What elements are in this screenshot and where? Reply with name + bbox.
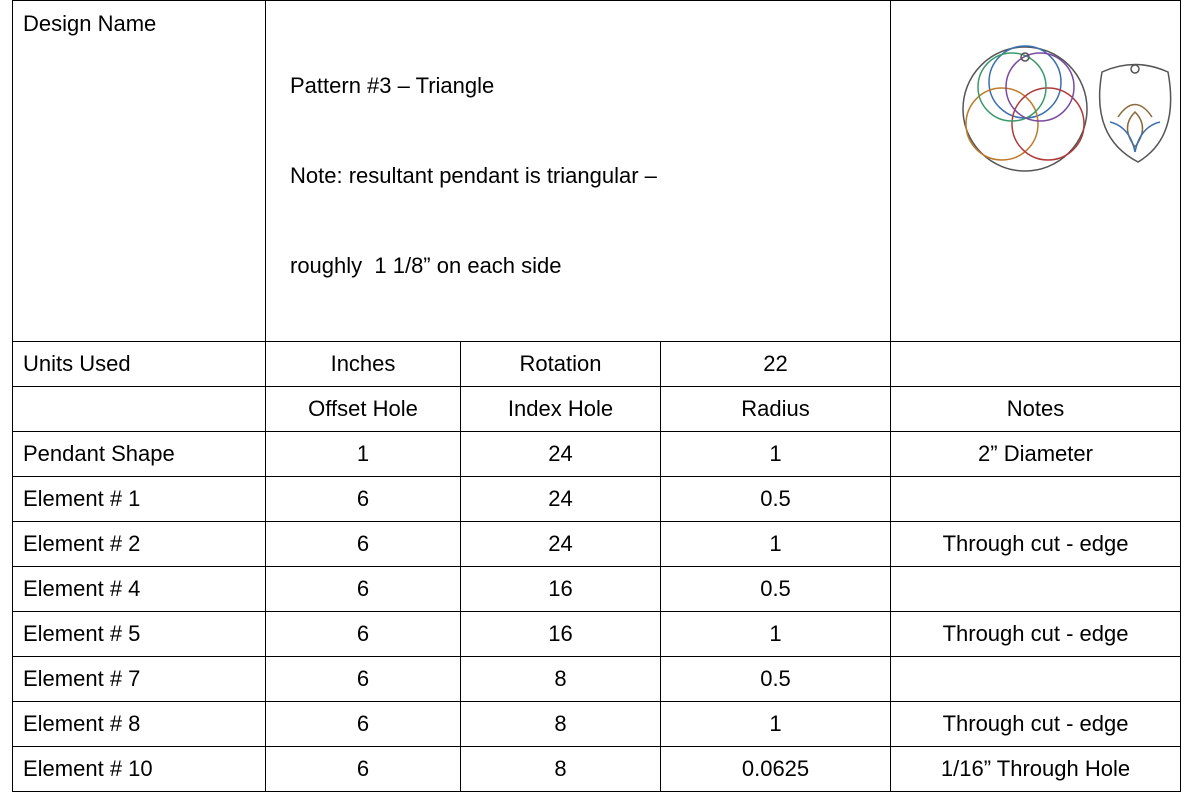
cell: Through cut - edge (891, 702, 1181, 747)
cell: 24 (461, 522, 661, 567)
cell (13, 387, 266, 432)
design-table: Design Name Pattern #3 – Triangle Note: … (12, 0, 1181, 792)
cell: 0.5 (661, 477, 891, 522)
cell: 1 (661, 432, 891, 477)
column-header: Notes (891, 387, 1181, 432)
cell: 1/16” Through Hole (891, 747, 1181, 792)
units-row: Units Used Inches Rotation 22 (13, 342, 1181, 387)
design-note: Note: resultant pendant is triangular – (290, 161, 890, 191)
cell (891, 567, 1181, 612)
design-title: Pattern #3 – Triangle (290, 71, 890, 101)
cell: 16 (461, 612, 661, 657)
cell: 1 (661, 522, 891, 567)
cell: Element # 2 (13, 522, 266, 567)
cell: 0.5 (661, 567, 891, 612)
cell (891, 342, 1181, 387)
cell: 2” Diameter (891, 432, 1181, 477)
cell (891, 477, 1181, 522)
cell: Element # 8 (13, 702, 266, 747)
design-row: Design Name Pattern #3 – Triangle Note: … (13, 1, 1181, 342)
column-header: Offset Hole (266, 387, 461, 432)
cell: Pendant Shape (13, 432, 266, 477)
cell: 0.5 (661, 657, 891, 702)
page: Design Name Pattern #3 – Triangle Note: … (0, 0, 1190, 607)
cell: 1 (661, 702, 891, 747)
cell: 8 (461, 747, 661, 792)
cell: 6 (266, 747, 461, 792)
cell: 6 (266, 612, 461, 657)
cell (891, 1, 1181, 342)
pendant-illustration (940, 27, 1181, 177)
cell: Through cut - edge (891, 612, 1181, 657)
cell: 16 (461, 567, 661, 612)
column-header-row: Offset Hole Index Hole Radius Notes (13, 387, 1181, 432)
cell: 6 (266, 522, 461, 567)
cell: 22 (661, 342, 891, 387)
cell: Through cut - edge (891, 522, 1181, 567)
cell: Pattern #3 – Triangle Note: resultant pe… (266, 1, 891, 342)
cell: 8 (461, 702, 661, 747)
design-note: roughly 1 1/8” on each side (290, 251, 890, 281)
cell: 24 (461, 432, 661, 477)
cell: 6 (266, 477, 461, 522)
cell: 8 (461, 657, 661, 702)
cell: Units Used (13, 342, 266, 387)
column-header: Index Hole (461, 387, 661, 432)
cell: 24 (461, 477, 661, 522)
column-header: Radius (661, 387, 891, 432)
cell: 0.0625 (661, 747, 891, 792)
cell: Element # 7 (13, 657, 266, 702)
cell: Element # 1 (13, 477, 266, 522)
cell: Element # 4 (13, 567, 266, 612)
cell: 6 (266, 702, 461, 747)
cell: Rotation (461, 342, 661, 387)
table-body: Design Name Pattern #3 – Triangle Note: … (13, 1, 1181, 792)
cell: Element # 10 (13, 747, 266, 792)
cell: 6 (266, 657, 461, 702)
cell: 6 (266, 567, 461, 612)
cell: 1 (661, 612, 891, 657)
cell: Design Name (13, 1, 266, 342)
cell: Inches (266, 342, 461, 387)
design-label: Design Name (23, 11, 156, 36)
cell: Element # 5 (13, 612, 266, 657)
cell (891, 657, 1181, 702)
cell: 1 (266, 432, 461, 477)
